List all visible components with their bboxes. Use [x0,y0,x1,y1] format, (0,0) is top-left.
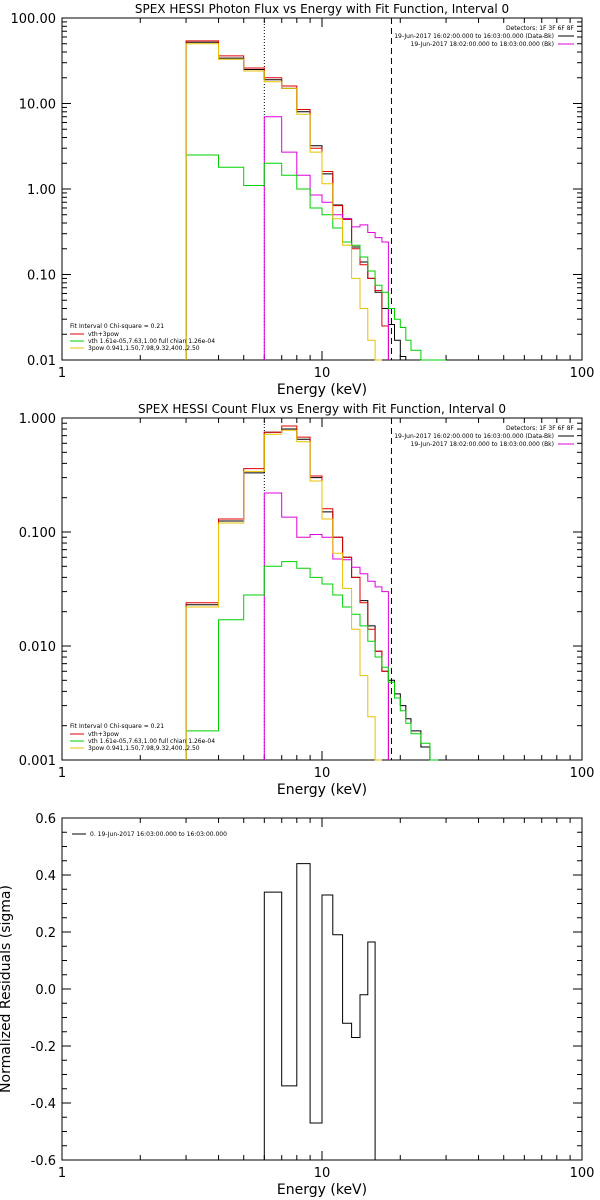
series-green-histogram [185,154,447,361]
x-tick-label: 1 [58,766,66,781]
series-magenta-histogram [263,116,389,360]
x-axis-label: Energy (keV) [277,782,367,798]
y-tick-label: 0.4 [35,869,56,884]
x-tick-label: 100 [570,1166,595,1181]
y-tick-label: 0.2 [35,926,56,941]
series-green-histogram [185,561,439,761]
y-tick-label: 0.001 [19,754,56,769]
y-tick-label: 100.00 [11,12,57,27]
legend-entry-text: 0. 19-Jun-2017 16:03:00.000 to 16:03:00.… [90,831,227,838]
legend-entry-text: vth 1.61e-05,7.63,1.00 full chian 1.26e-… [88,338,215,345]
plot-frame-0 [61,17,583,361]
y-tick-label: -0.6 [31,1154,56,1169]
legend-entry-text: vth+3pow [88,331,119,338]
legend-entry-text: vth 1.61e-05,7.63,1.00 full chian 1.26e-… [88,738,215,745]
x-axis-label: Energy (keV) [277,382,367,398]
legend-entry-text: 3pow 0.941,1.50,7.98,9.32,400.,2.50 [88,345,200,352]
series-yellow-histogram [185,43,382,361]
chart-title: SPEX HESSI Photon Flux vs Energy with Fi… [135,2,509,16]
y-tick-label: 0.010 [19,640,56,655]
x-tick-label: 10 [314,766,331,781]
x-tick-label: 100 [570,766,595,781]
legend-entry-text: 19-Jun-2017 18:02:00.000 to 18:03:00.000… [411,41,554,48]
x-axis-label: Energy (keV) [277,1182,367,1198]
x-tick-label: 1 [58,1166,66,1181]
series-yellow-histogram [185,429,382,761]
x-tick-label: 10 [314,366,331,381]
y-tick-label: 1.000 [19,412,56,427]
legend-entry-text: 19-Jun-2017 16:02:00.000 to 16:03:00.000… [394,33,554,40]
series-black-histogram [185,41,447,361]
legend-fit-header: Fit Interval 0 Chi-square = 0.21 [70,323,164,330]
y-tick-label: 0.6 [35,812,56,827]
series-red-histogram [185,425,389,760]
y-axis-label: Normalized Residuals (sigma) [0,885,14,1093]
y-tick-label: -0.2 [31,1040,56,1055]
y-tick-label: 0.0 [35,983,56,998]
chart-title: SPEX HESSI Count Flux vs Energy with Fit… [138,402,506,416]
legend-entry-text: 3pow 0.941,1.50,7.98,9.32,400.,2.50 [88,745,200,752]
y-tick-label: 10.00 [19,98,56,113]
y-tick-label: 0.10 [27,269,56,284]
x-tick-label: 10 [314,1166,331,1181]
legend-fit-header: Fit Interval 0 Chi-square = 0.21 [70,723,164,730]
series-magenta-histogram [263,492,389,760]
legend-detectors-header: Detectors: 1F 3F 6F 8F [506,425,575,432]
legend-entry-text: 19-Jun-2017 16:02:00.000 to 16:03:00.000… [394,433,554,440]
y-tick-label: 0.100 [19,526,56,541]
plot-frame-1 [61,417,583,761]
y-tick-label: 0.01 [27,354,56,369]
series-red-histogram [185,40,389,360]
legend-entry-text: 19-Jun-2017 18:02:00.000 to 18:03:00.000… [411,441,554,448]
legend-entry-text: vth+3pow [88,731,119,738]
legend-detectors-header: Detectors: 1F 3F 6F 8F [506,25,575,32]
x-tick-label: 1 [58,366,66,381]
x-tick-label: 100 [570,366,595,381]
series-black-histogram [263,863,376,1160]
y-tick-label: 1.00 [27,183,56,198]
y-tick-label: -0.4 [31,1097,56,1112]
